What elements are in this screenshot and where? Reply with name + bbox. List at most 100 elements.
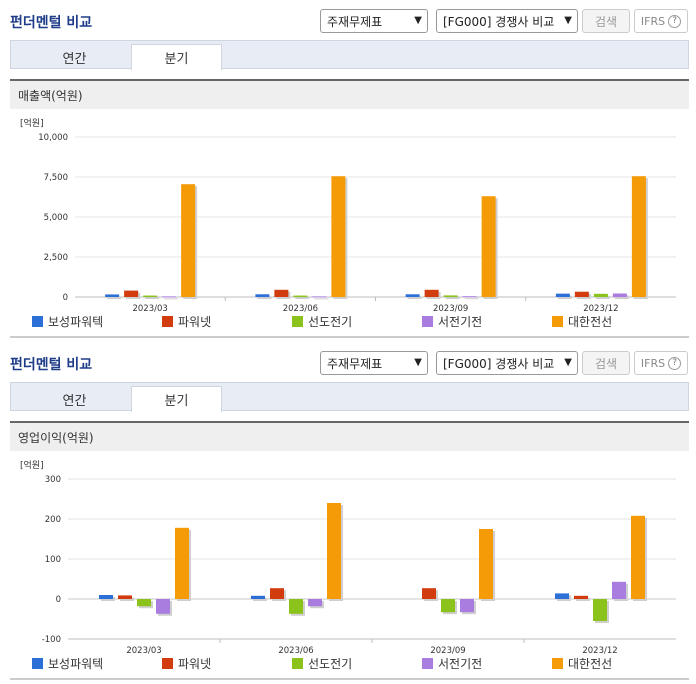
bar-파워넷-2023-09 xyxy=(422,588,436,599)
statement-select-value: 주재무제표 xyxy=(327,356,383,371)
legend-item-보성파워텍[interactable]: 보성파워텍 xyxy=(32,655,103,672)
ifrs-label: IFRS xyxy=(640,356,666,370)
bar-서전기전-2023-12 xyxy=(612,581,626,599)
bar-대한전선-2023-09 xyxy=(481,196,496,297)
bar-shadow xyxy=(595,295,610,299)
ifrs-label: IFRS xyxy=(640,14,666,28)
tab-annual[interactable]: 연간 xyxy=(62,394,87,409)
legend-swatch xyxy=(32,316,43,327)
x-tick-label: 2023/06 xyxy=(278,646,313,654)
legend-label: 선도전기 xyxy=(308,315,353,329)
bar-대한전선-2023-09 xyxy=(479,529,493,599)
bar-shadow xyxy=(314,298,329,300)
legend-label: 보성파워텍 xyxy=(48,315,104,329)
operating-income-comparison-section: 펀더멘털 비교 주재무제표 ▼ [FG000] 경쟁사 비교 ▼ 검색 IFRS… xyxy=(0,342,696,684)
bar-서전기전-2023-03 xyxy=(156,599,170,614)
legend-swatch xyxy=(162,658,173,669)
bar-서전기전-2023-06 xyxy=(312,296,327,298)
bar-파워넷-2023-03 xyxy=(118,595,132,599)
legend-label: 선도전기 xyxy=(308,657,353,671)
bar-선도전기-2023-09 xyxy=(443,295,458,297)
tab-quarterly[interactable]: 분기 xyxy=(131,44,222,70)
bar-서전기전-2023-12 xyxy=(612,293,627,297)
period-tabs: 연간 분기 xyxy=(10,382,689,412)
bar-shadow xyxy=(257,296,272,299)
peer-select-value: [FG000] 경쟁사 비교 xyxy=(443,14,555,29)
tab-annual[interactable]: 연간 xyxy=(62,52,87,67)
bar-보성파워텍-2023-09 xyxy=(405,294,420,297)
y-tick-label: 0 xyxy=(63,293,68,303)
legend-item-대한전선[interactable]: 대한전선 xyxy=(552,313,612,330)
ifrs-help-button[interactable]: IFRS ? xyxy=(634,9,688,33)
operating-income-bar-chart: [억원] -100 0 100 200 300 2023/03 2023/06 2023/09 2… xyxy=(20,459,676,654)
legend-item-서전기전[interactable]: 서전기전 xyxy=(422,313,482,330)
chevron-down-icon: ▼ xyxy=(564,15,572,26)
bar-shadow xyxy=(576,597,590,601)
chevron-down-icon: ▼ xyxy=(414,357,422,368)
bar-선도전기-2023-12 xyxy=(593,293,608,297)
chart-header: 영업이익(억원) xyxy=(10,421,689,451)
chart-legend: 보성파워텍 파워넷 선도전기 서전기전 대한전선 xyxy=(0,655,696,671)
x-tick-label: 2023/03 xyxy=(132,304,167,312)
bar-shadow xyxy=(407,296,422,299)
legend-item-대한전선[interactable]: 대한전선 xyxy=(552,655,612,672)
bar-보성파워텍-2023-03 xyxy=(105,294,120,297)
bar-대한전선-2023-12 xyxy=(631,176,646,297)
unit-label: [억원] xyxy=(20,117,44,129)
legend-swatch xyxy=(422,316,433,327)
chevron-down-icon: ▼ xyxy=(414,15,422,26)
section-title: 펀더멘털 비교 xyxy=(10,357,93,373)
x-tick-label: 2023/03 xyxy=(126,646,161,654)
search-button[interactable]: 검색 xyxy=(582,351,630,375)
peer-select[interactable]: [FG000] 경쟁사 비교 ▼ xyxy=(436,9,578,33)
unit-label: [억원] xyxy=(20,459,44,471)
chart-header: 매출액(억원) xyxy=(10,79,689,109)
legend-item-선도전기[interactable]: 선도전기 xyxy=(292,313,352,330)
period-tabs: 연간 분기 xyxy=(10,40,689,70)
legend-label: 파워넷 xyxy=(178,657,212,671)
bar-shadow xyxy=(557,295,572,299)
bar-보성파워텍-2023-12 xyxy=(555,293,570,297)
bar-선도전기-2023-09 xyxy=(441,599,455,613)
bar-shadow xyxy=(445,297,460,299)
bar-서전기전-2023-06 xyxy=(308,599,322,607)
bar-shadow xyxy=(253,597,267,601)
bar-보성파워텍-2023-06 xyxy=(251,595,265,599)
panel-divider xyxy=(10,336,689,338)
tab-quarterly[interactable]: 분기 xyxy=(131,386,222,412)
peer-select[interactable]: [FG000] 경쟁사 비교 ▼ xyxy=(436,351,578,375)
legend-label: 서전기전 xyxy=(438,657,483,671)
bar-shadow xyxy=(107,296,122,299)
y-tick-label: 0 xyxy=(56,595,61,605)
legend-swatch xyxy=(552,658,563,669)
search-button[interactable]: 검색 xyxy=(582,9,630,33)
statement-select[interactable]: 주재무제표 ▼ xyxy=(320,351,428,375)
legend-item-서전기전[interactable]: 서전기전 xyxy=(422,655,482,672)
bar-선도전기-2023-06 xyxy=(289,599,303,614)
legend-label: 서전기전 xyxy=(438,315,483,329)
legend-label: 보성파워텍 xyxy=(48,657,104,671)
bar-선도전기-2023-06 xyxy=(293,295,308,297)
x-tick-label: 2023/12 xyxy=(582,646,617,654)
bar-대한전선-2023-12 xyxy=(631,515,645,599)
bar-대한전선-2023-03 xyxy=(181,184,196,297)
y-tick-label: 200 xyxy=(45,515,61,525)
ifrs-help-button[interactable]: IFRS ? xyxy=(634,351,688,375)
legend-swatch xyxy=(422,658,433,669)
legend-item-보성파워텍[interactable]: 보성파워텍 xyxy=(32,313,103,330)
y-tick-label: 300 xyxy=(45,475,61,485)
y-tick-label: -100 xyxy=(42,635,61,645)
bar-보성파워텍-2023-12 xyxy=(555,593,569,599)
bar-선도전기-2023-12 xyxy=(593,599,607,621)
bar-보성파워텍-2023-03 xyxy=(99,595,113,599)
bar-shadow xyxy=(295,297,310,299)
bar-선도전기-2023-03 xyxy=(137,599,151,607)
legend-item-파워넷[interactable]: 파워넷 xyxy=(162,313,211,330)
legend-item-선도전기[interactable]: 선도전기 xyxy=(292,655,352,672)
x-tick-label: 2023/06 xyxy=(283,304,318,312)
statement-select[interactable]: 주재무제표 ▼ xyxy=(320,9,428,33)
statement-select-value: 주재무제표 xyxy=(327,14,383,29)
legend-swatch xyxy=(162,316,173,327)
bar-파워넷-2023-09 xyxy=(424,289,439,297)
legend-item-파워넷[interactable]: 파워넷 xyxy=(162,655,211,672)
